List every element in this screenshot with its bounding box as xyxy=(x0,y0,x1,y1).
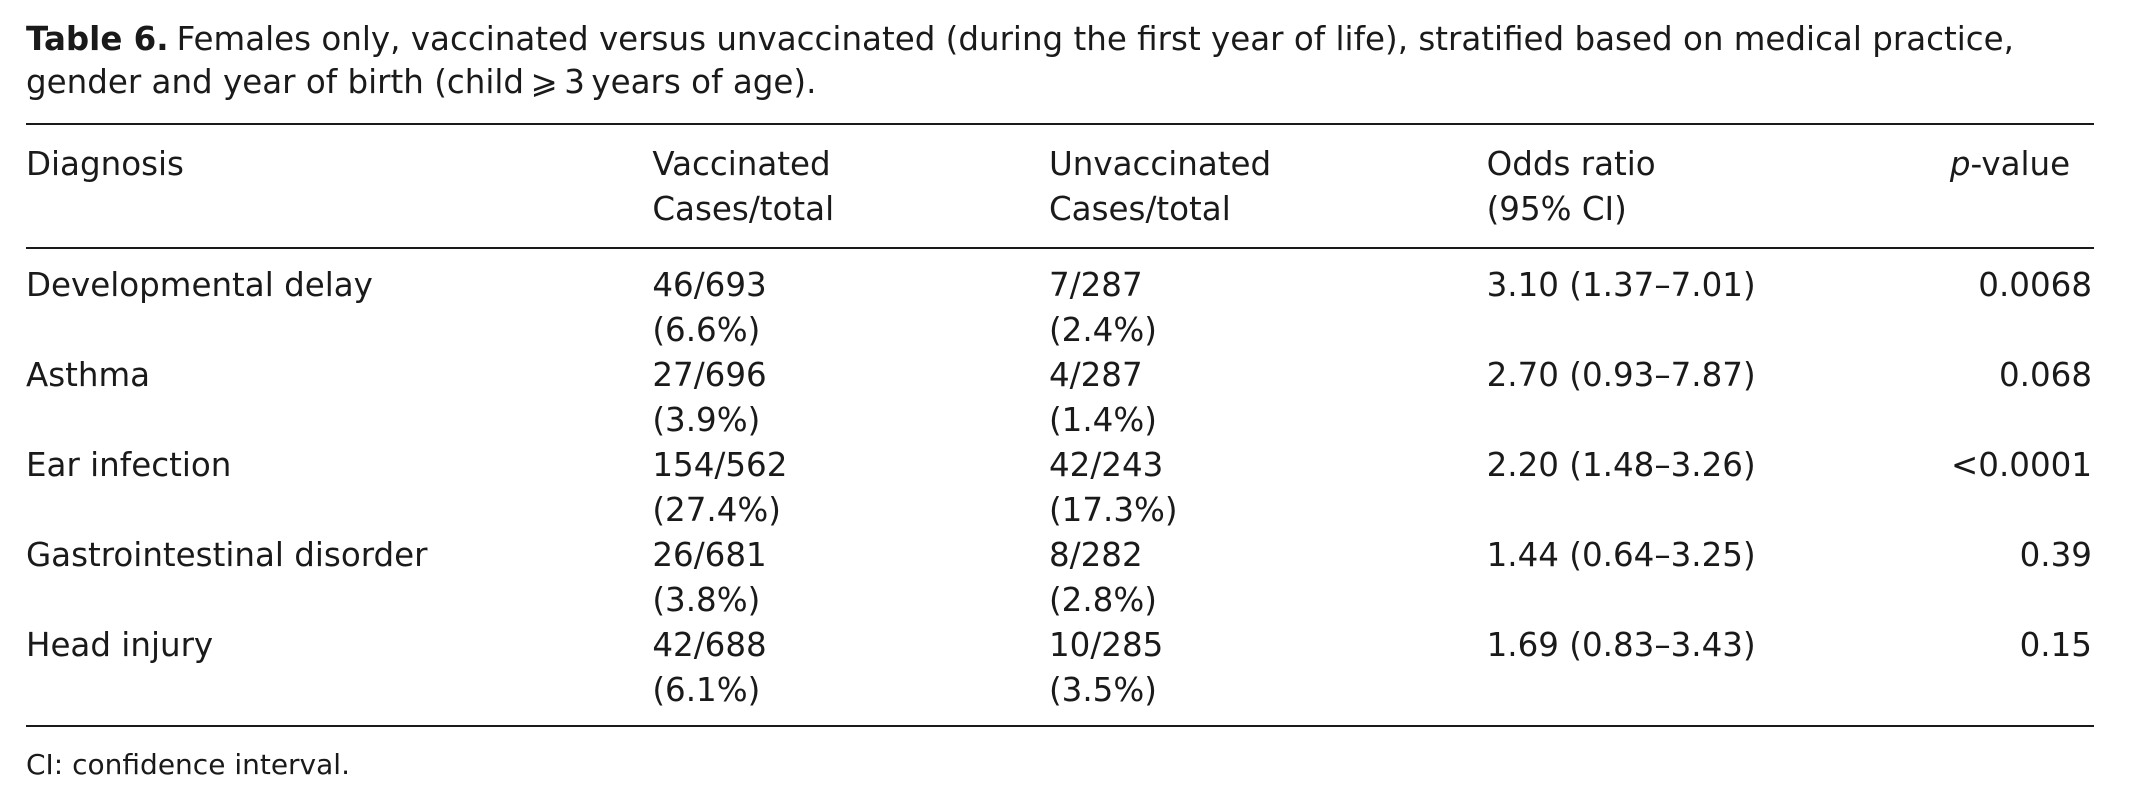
table-figure: Table 6. Females only, vaccinated versus … xyxy=(26,0,2094,811)
cell-unvaccinated: 7/287 (2.4%) xyxy=(1048,266,1157,349)
table-row: Gastrointestinal disorder 26/681 (3.8%) 8… xyxy=(26,533,2094,623)
header-unvaccinated-line2: Cases/total xyxy=(1048,190,1231,228)
table-header: Diagnosis Vaccinated Cases/total Unvacci… xyxy=(26,124,2094,248)
table-row: Developmental delay 46/693 (6.6%) 7/287 (2… xyxy=(26,248,2094,353)
cell-p-value: 0.39 xyxy=(2019,536,2092,574)
cell-p-value: 0.15 xyxy=(2019,626,2092,664)
header-vaccinated-line2: Cases/total xyxy=(652,190,835,228)
header-vaccinated: Vaccinated Cases/total xyxy=(652,124,1049,248)
header-vaccinated-line1: Vaccinated xyxy=(652,145,831,183)
header-p-rest: -value xyxy=(1970,145,2071,183)
cell-diagnosis: Ear infection xyxy=(26,446,232,484)
cell-diagnosis: Asthma xyxy=(26,356,151,394)
cell-vaccinated: 42/688 (6.1%) xyxy=(652,626,767,709)
table-footnote: CI: confidence interval. xyxy=(26,748,350,781)
header-p-italic: p xyxy=(1949,145,1971,183)
results-table: Diagnosis Vaccinated Cases/total Unvacci… xyxy=(26,123,2094,727)
header-row: Diagnosis Vaccinated Cases/total Unvacci… xyxy=(26,124,2094,248)
cell-diagnosis: Developmental delay xyxy=(26,266,373,304)
table-label: Table 6. xyxy=(26,20,169,58)
cell-odds-ratio: 2.70 (0.93–7.87) xyxy=(1486,356,1756,394)
header-unvaccinated: Unvaccinated Cases/total xyxy=(1049,124,1487,248)
header-odds-ratio: Odds ratio (95% CI) xyxy=(1487,124,1926,248)
cell-vaccinated: 26/681 (3.8%) xyxy=(652,536,767,619)
cell-odds-ratio: 3.10 (1.37–7.01) xyxy=(1486,266,1756,304)
table-caption: Table 6. Females only, vaccinated versus … xyxy=(26,18,2086,104)
table-row: Asthma 27/696 (3.9%) 4/287 (1.4%) 2.70 (0.… xyxy=(26,353,2094,443)
cell-p-value: 0.0068 xyxy=(1978,266,2092,304)
cell-diagnosis: Gastrointestinal disorder xyxy=(26,536,428,574)
header-p-value: p-value xyxy=(1926,124,2094,248)
cell-vaccinated: 46/693 (6.6%) xyxy=(652,266,767,349)
cell-vaccinated: 154/562 (27.4%) xyxy=(652,446,788,529)
cell-unvaccinated: 4/287 (1.4%) xyxy=(1048,356,1157,439)
cell-p-value: <0.0001 xyxy=(1951,446,2092,484)
cell-odds-ratio: 1.69 (0.83–3.43) xyxy=(1486,626,1756,664)
cell-unvaccinated: 42/243 (17.3%) xyxy=(1048,446,1178,529)
cell-unvaccinated: 10/285 (3.5%) xyxy=(1048,626,1164,709)
cell-p-value: 0.068 xyxy=(1998,356,2092,394)
cell-odds-ratio: 2.20 (1.48–3.26) xyxy=(1486,446,1756,484)
table-row: Ear infection 154/562 (27.4%) 42/243 (17.3… xyxy=(26,443,2094,533)
cell-vaccinated: 27/696 (3.9%) xyxy=(652,356,767,439)
cell-unvaccinated: 8/282 (2.8%) xyxy=(1048,536,1157,619)
table-body: Developmental delay 46/693 (6.6%) 7/287 (2… xyxy=(26,248,2094,726)
cell-odds-ratio: 1.44 (0.64–3.25) xyxy=(1486,536,1756,574)
cell-diagnosis: Head injury xyxy=(26,626,214,664)
header-diagnosis: Diagnosis xyxy=(26,145,184,183)
header-odds-ratio-line1: Odds ratio xyxy=(1486,145,1656,183)
header-unvaccinated-line1: Unvaccinated xyxy=(1048,145,1272,183)
table-caption-text: Females only, vaccinated versus unvaccin… xyxy=(26,20,2014,101)
header-odds-ratio-line2: (95% CI) xyxy=(1486,190,1627,228)
table-row: Head injury 42/688 (6.1%) 10/285 (3.5%) 1.… xyxy=(26,623,2094,726)
